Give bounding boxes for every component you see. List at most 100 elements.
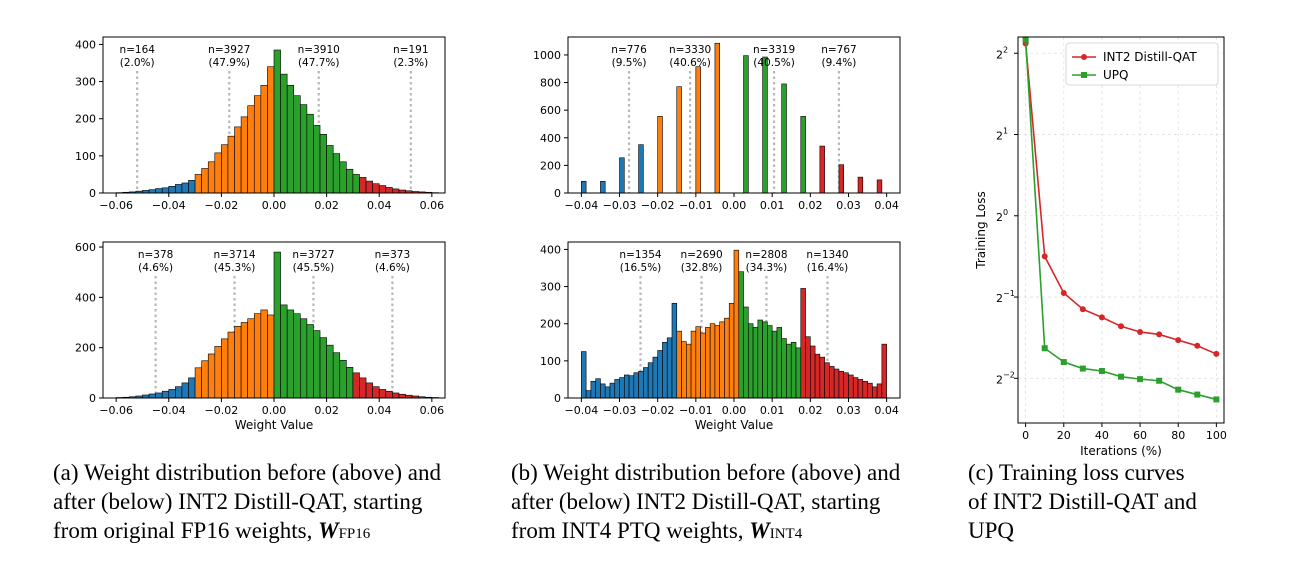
series-point [1137, 376, 1144, 383]
histogram-bar [614, 379, 620, 399]
annotation-percent: (2.0%) [120, 57, 155, 69]
y-tick-label: 200 [75, 342, 96, 355]
x-tick-label: 40 [1095, 429, 1109, 442]
y-tick-label: 600 [75, 241, 96, 254]
histogram-bar [623, 374, 630, 399]
x-axis-label: Weight Value [235, 418, 314, 432]
x-tick-label: −0.04 [152, 199, 186, 212]
series-point [1098, 367, 1105, 374]
y-tick-exponent: −2 [1003, 370, 1015, 379]
caption-b-symbol: W [749, 518, 770, 543]
x-tick-label: −0.06 [99, 404, 133, 417]
histogram-bar [306, 113, 314, 194]
histogram-bar [590, 380, 596, 399]
histogram-bar [253, 313, 262, 399]
histogram-bar [227, 135, 235, 194]
x-tick-label: 0.00 [722, 199, 747, 212]
x-tick-label: 0.03 [836, 404, 861, 417]
histogram-bar [398, 393, 406, 399]
y-axis-label: Training Loss [974, 191, 988, 269]
caption-a-subscript: FP16 [338, 526, 371, 542]
histogram-bar [752, 327, 759, 399]
legend-marker [1081, 54, 1087, 60]
x-tick-label: 0.01 [760, 199, 785, 212]
histogram-bar [838, 370, 845, 399]
x-tick-label: 80 [1171, 429, 1185, 442]
annotation-percent: (32.8%) [681, 262, 723, 274]
y-tick-exponent: 0 [1003, 208, 1008, 217]
histogram-bar [313, 330, 321, 399]
series-point [1175, 386, 1182, 393]
histogram-bar [643, 367, 649, 399]
y-tick-base: 2 [996, 211, 1003, 224]
y-tick-label: 100 [540, 355, 561, 368]
histogram-bar [313, 125, 321, 194]
legend-label: UPQ [1103, 68, 1128, 82]
histogram-bar [800, 288, 806, 399]
histogram-bar [214, 346, 222, 399]
histogram-bar [332, 153, 341, 194]
y-tick-base: 2 [996, 292, 1003, 305]
x-tick-label: 0.00 [722, 404, 747, 417]
histogram-bar [848, 374, 854, 399]
histogram-bar [581, 351, 587, 399]
histogram-bar [188, 180, 196, 194]
histogram-bar [155, 392, 163, 399]
annotation-percent: (40.6%) [669, 57, 711, 69]
chart-b-top: n=776(9.5%) n=3330(40.6%) n=3319(40.5%) n=7… [533, 36, 901, 212]
histogram-bar [833, 368, 840, 399]
series-point [1079, 365, 1086, 372]
x-tick-label: 0.04 [874, 404, 899, 417]
histogram-bar [857, 176, 864, 194]
caption-b-line1: Weight distribution before (above) and [543, 460, 901, 485]
histogram-bar [652, 356, 658, 399]
x-tick-label: −0.03 [603, 199, 637, 212]
annotation-percent: (47.9%) [208, 57, 250, 69]
annotation-count: n=191 [393, 44, 429, 56]
histogram-bar [372, 386, 380, 399]
series-point [1137, 328, 1144, 335]
histogram-bar [666, 337, 673, 399]
chart-b-bottom: n=1354(16.5%) n=2690(32.8%) n=2808(34.3%) n… [540, 241, 901, 432]
x-tick-label: 0.06 [420, 199, 445, 212]
histogram-bar [300, 318, 308, 399]
histogram-bar [581, 180, 587, 194]
histogram-bar [619, 157, 625, 194]
x-tick-label: 0.04 [874, 199, 899, 212]
histogram-bar [168, 186, 176, 194]
caption-b-label: (b) [511, 460, 538, 485]
histogram-bar [365, 180, 373, 194]
histogram-bar [800, 116, 806, 194]
histogram-bar [201, 168, 209, 194]
histogram-bar [293, 95, 301, 194]
chart-a-top: n=164(2.0%) n=3927(47.9%) n=3910(47.7%) n=1… [75, 36, 446, 212]
series-line [1024, 39, 1217, 401]
histogram-bar [372, 183, 380, 194]
legend-label: INT2 Distill-QAT [1103, 50, 1197, 64]
annotation-count: n=2808 [745, 249, 787, 261]
histogram-bar [609, 382, 616, 399]
series-point [1060, 359, 1067, 366]
histogram-bar [714, 325, 720, 399]
histogram-bar [273, 251, 281, 399]
histogram-bar [781, 83, 787, 194]
histogram-bar [762, 56, 768, 194]
caption-b-subscript: INT4 [769, 526, 803, 542]
histogram-bar [876, 179, 883, 194]
x-tick-label: 20 [1057, 429, 1071, 442]
series-line [1024, 43, 1217, 355]
histogram-bar [319, 134, 327, 194]
histogram-bar [676, 330, 682, 399]
y-tick-label: 200 [75, 113, 96, 126]
x-axis-label: Weight Value [695, 418, 774, 432]
histogram-bar [319, 337, 327, 399]
y-tick-label: 400 [75, 38, 96, 51]
histogram-bar [714, 42, 720, 194]
histogram-bar [326, 344, 334, 399]
histogram-bar [814, 353, 821, 399]
x-tick-label: 0.00 [262, 199, 287, 212]
caption-a-symbol: W [318, 518, 339, 543]
x-tick-label: 0.04 [367, 404, 392, 417]
